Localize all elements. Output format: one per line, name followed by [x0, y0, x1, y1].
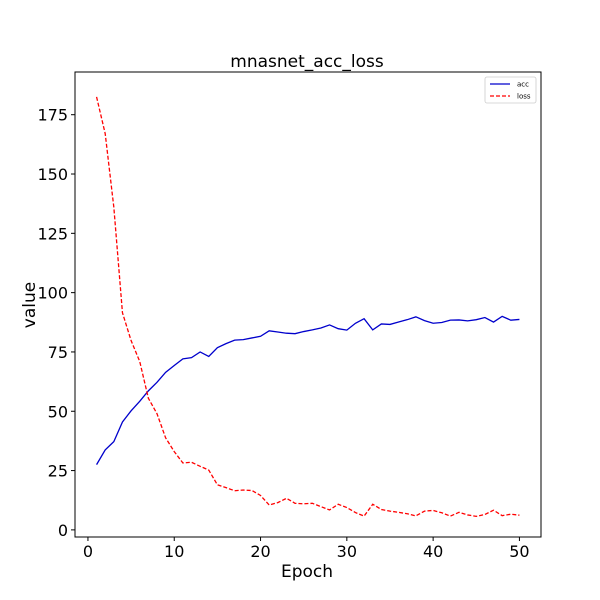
- y-tick-label: 100: [37, 284, 68, 303]
- series-line-acc: [96, 315, 520, 465]
- x-tick-label: 10: [164, 542, 184, 561]
- y-tick-label: 50: [48, 402, 68, 421]
- x-tick-label: 0: [83, 542, 93, 561]
- chart-title: mnasnet_acc_loss: [230, 52, 384, 72]
- y-tick-label: 150: [37, 165, 68, 184]
- y-tick-label: 0: [58, 521, 68, 540]
- y-axis-label: value: [20, 282, 40, 328]
- x-axis-label: Epoch: [281, 562, 333, 582]
- y-tick-label: 75: [48, 343, 68, 362]
- legend-label-acc: acc: [517, 81, 529, 89]
- y-tick-label: 175: [37, 106, 68, 125]
- y-axis: 0 25 50 75 100 125 150 175: [37, 106, 75, 540]
- plot-area: [74, 71, 542, 538]
- y-tick-label: 125: [37, 224, 68, 243]
- x-tick-label: 20: [250, 542, 270, 561]
- legend-label-loss: loss: [517, 93, 531, 101]
- series-layer: [95, 96, 520, 518]
- series-line-loss: [95, 96, 520, 518]
- plot-frame: [74, 71, 542, 538]
- x-tick-label: 30: [337, 542, 357, 561]
- legend: acc loss: [484, 76, 537, 104]
- x-tick-label: 40: [423, 542, 443, 561]
- y-tick-label: 25: [48, 462, 68, 481]
- x-axis: 0 10 20 30 40 50: [83, 537, 530, 561]
- x-tick-label: 50: [509, 542, 529, 561]
